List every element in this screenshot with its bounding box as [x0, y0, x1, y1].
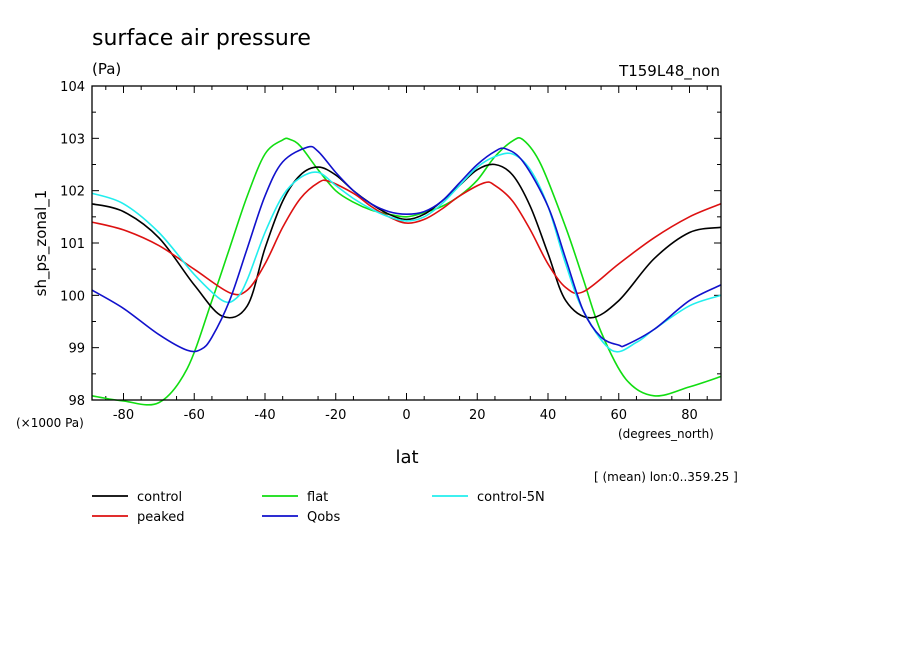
averaging-note: [ (mean) lon:0..359.25 ] — [594, 470, 738, 484]
x-tick-label: 80 — [681, 408, 698, 423]
x-tick-label: -20 — [325, 408, 346, 423]
x-tick-label: -80 — [113, 408, 134, 423]
x-units-label: (degrees_north) — [618, 427, 714, 441]
run-label: T159L48_non — [618, 62, 720, 81]
y-tick-label: 98 — [68, 394, 85, 409]
y-axis-ticks: 98 99 100 101 102 103 104 — [60, 80, 721, 409]
x-axis-label: lat — [395, 447, 418, 468]
series-lines — [91, 136, 722, 406]
y-axis-label: sh_ps_zonal_1 — [32, 190, 51, 297]
x-tick-label: 20 — [469, 408, 486, 423]
legend-label-flat: flat — [307, 490, 328, 505]
legend-label-control: control — [137, 490, 182, 505]
units-label: (Pa) — [92, 60, 121, 78]
x-tick-label: 40 — [540, 408, 557, 423]
x-tick-label: -60 — [184, 408, 205, 423]
y-tick-label: 99 — [68, 342, 85, 357]
x-tick-label: 0 — [402, 408, 410, 423]
x-tick-label: -40 — [254, 408, 275, 423]
series-line-qobs — [91, 145, 722, 353]
legend-label-qobs: Qobs — [307, 510, 340, 525]
x-axis-ticks: -80 -60 -40 -20 0 20 40 60 80 — [105, 86, 708, 423]
series-line-peaked — [91, 179, 722, 296]
y-tick-label: 104 — [60, 80, 85, 95]
y-tick-label: 100 — [60, 289, 85, 304]
plot-frame — [91, 85, 722, 401]
series-line-control-5n — [91, 152, 722, 353]
legend-label-peaked: peaked — [137, 510, 185, 525]
x-tick-label: 60 — [610, 408, 627, 423]
series-line-flat — [91, 136, 722, 406]
y-tick-label: 103 — [60, 132, 85, 147]
chart-title: surface air pressure — [92, 26, 311, 51]
series-line-control — [91, 163, 722, 319]
legend-label-control-5n: control-5N — [477, 490, 545, 505]
y-tick-label: 101 — [60, 237, 85, 252]
y-scale-note: (×1000 Pa) — [16, 416, 84, 430]
legend: control flat control-5N peaked Qobs — [92, 490, 545, 525]
y-tick-label: 102 — [60, 185, 85, 200]
